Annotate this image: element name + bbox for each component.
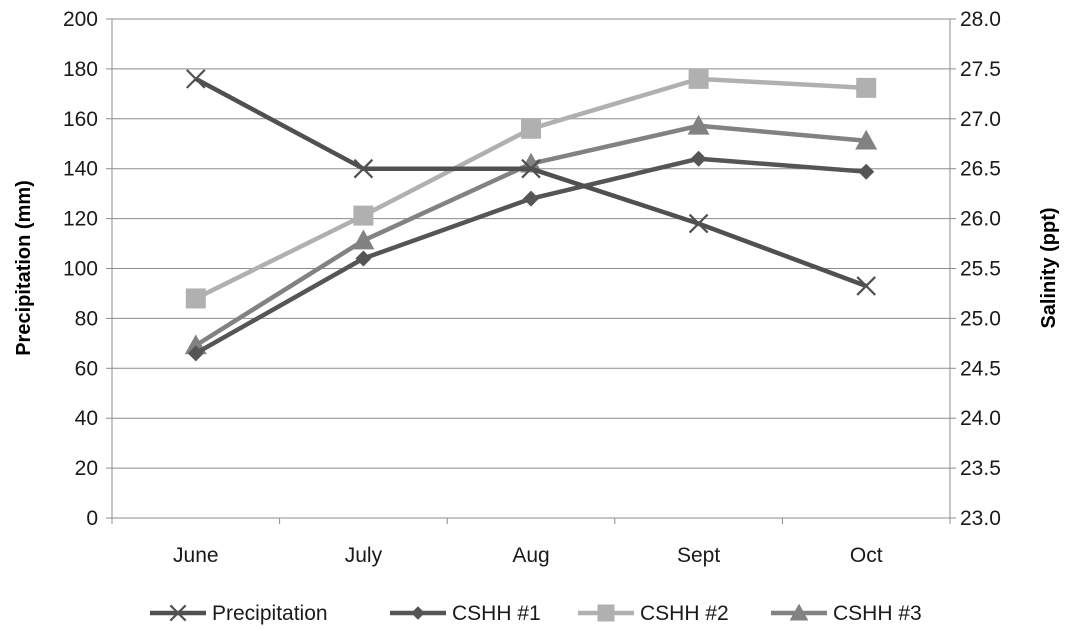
- left-tick-label: 100: [63, 258, 98, 281]
- right-tick-label: 25.0: [960, 307, 1001, 330]
- left-tick-label: 120: [63, 208, 98, 231]
- data-point-x-marker: [688, 213, 709, 234]
- legend-item: CSHH #3: [771, 602, 922, 625]
- right-tick-label: 23.5: [960, 457, 1001, 480]
- left-axis-ticks: 0 20 40 60 80 100 120 140 160 180 200: [63, 8, 112, 530]
- legend: Precipitation CSHH #1 CSHH #2 CSHH #3: [150, 602, 922, 625]
- left-tick-label: 200: [63, 8, 98, 31]
- series-line: [194, 76, 867, 289]
- right-tick-label: 27.5: [960, 58, 1001, 81]
- left-tick-label: 60: [75, 357, 98, 380]
- data-point-diamond-marker: [523, 190, 539, 207]
- left-tick-label: 20: [75, 457, 98, 480]
- legend-item: CSHH #1: [390, 602, 541, 625]
- data-point-triangle-marker: [855, 129, 878, 150]
- x-tick-label: July: [345, 544, 383, 567]
- legend-item: Precipitation: [150, 602, 328, 625]
- series-group: [184, 68, 878, 362]
- right-tick-label: 26.0: [960, 208, 1001, 231]
- right-tick-label: 24.0: [960, 407, 1001, 430]
- legend-label: CSHH #1: [452, 602, 541, 625]
- legend-label: CSHH #3: [833, 602, 922, 625]
- series-precipitation: [186, 69, 876, 296]
- left-tick-label: 180: [63, 58, 98, 81]
- right-tick-label: 25.5: [960, 258, 1001, 281]
- legend-label: Precipitation: [212, 602, 328, 625]
- x-tick-label: Sept: [677, 544, 720, 567]
- right-tick-label: 27.0: [960, 108, 1001, 131]
- right-axis-ticks: 23.0 23.5 24.0 24.5 25.0 25.5 26.0 26.5 27.0 27.5…: [950, 8, 1001, 530]
- data-point-square-marker: [185, 288, 206, 309]
- right-tick-label: 24.5: [960, 357, 1001, 380]
- legend-square-marker: [597, 604, 615, 622]
- right-axis-title: Salinity (ppt): [1038, 207, 1060, 328]
- left-tick-label: 160: [63, 108, 98, 131]
- data-point-square-marker: [521, 118, 541, 139]
- right-tick-label: 23.0: [960, 507, 1001, 530]
- legend-label: CSHH #2: [640, 602, 729, 625]
- data-point-square-marker: [353, 205, 374, 226]
- data-point-diamond-marker: [858, 163, 875, 180]
- legend-triangle-marker: [789, 603, 809, 621]
- data-point-square-marker: [688, 68, 709, 89]
- legend-diamond-marker: [411, 606, 425, 620]
- left-tick-label: 40: [75, 407, 98, 430]
- right-tick-label: 28.0: [960, 8, 1001, 31]
- data-point-x-marker: [856, 276, 876, 296]
- left-axis-title: Precipitation (mm): [13, 180, 35, 356]
- data-point-triangle-marker: [352, 229, 375, 250]
- left-tick-label: 140: [63, 158, 98, 181]
- x-axis-ticks: June July Aug Sept Oct: [111, 518, 951, 567]
- data-point-x-marker: [186, 69, 206, 89]
- series-line: [194, 156, 867, 356]
- gridlines: [112, 18, 950, 469]
- data-point-square-marker: [856, 77, 877, 98]
- left-tick-label: 80: [75, 307, 98, 330]
- series-cshh-2: [185, 68, 877, 309]
- right-tick-label: 26.5: [960, 158, 1001, 181]
- x-tick-label: Aug: [512, 544, 549, 567]
- left-tick-label: 0: [86, 507, 98, 530]
- data-point-x-marker: [353, 158, 374, 179]
- data-point-diamond-marker: [187, 345, 204, 362]
- data-point-diamond-marker: [355, 250, 372, 267]
- series-line: [194, 76, 867, 301]
- data-point-diamond-marker: [690, 150, 707, 167]
- legend-item: CSHH #2: [578, 602, 729, 625]
- x-tick-label: June: [173, 544, 219, 567]
- data-point-x-marker: [521, 158, 541, 179]
- legend-x-marker: [169, 604, 187, 622]
- x-tick-label: Oct: [850, 544, 883, 567]
- series-cshh-1: [187, 150, 875, 362]
- data-point-triangle-marker: [687, 114, 710, 135]
